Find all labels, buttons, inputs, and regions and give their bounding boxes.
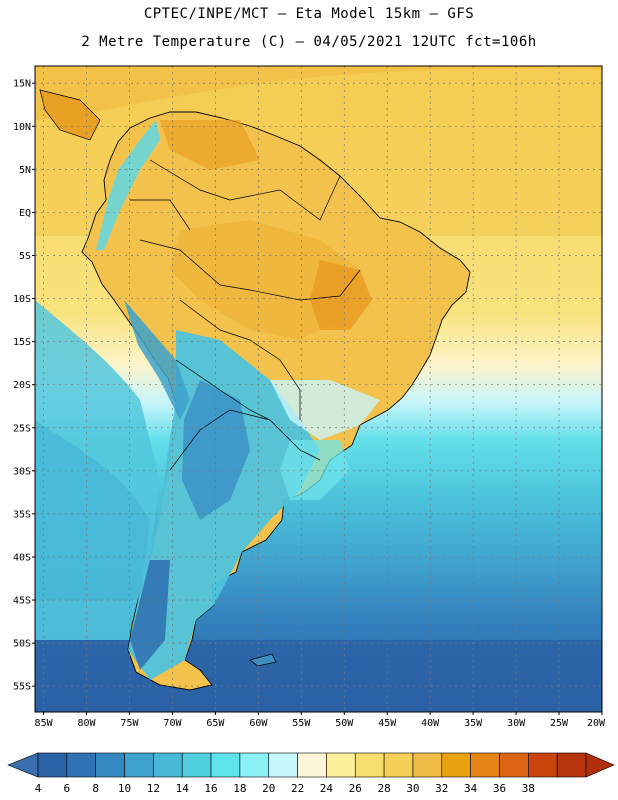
lon-tick-label: 70W xyxy=(163,718,182,729)
andes-cold xyxy=(182,380,250,520)
colorbar-swatch xyxy=(124,752,154,778)
colorbar-label: 26 xyxy=(349,782,362,795)
lat-tick-label: 35S xyxy=(13,509,31,520)
colorbar-label: 20 xyxy=(262,782,275,795)
colorbar-swatch xyxy=(66,752,96,778)
colorbar-swatch xyxy=(326,752,356,778)
lat-tick-label: 40S xyxy=(13,552,31,563)
lon-tick-label: 50W xyxy=(335,718,354,729)
colorbar-swatch xyxy=(37,752,68,778)
lat-tick-label: 15S xyxy=(13,337,31,348)
venezuela-hot xyxy=(160,120,260,170)
lat-tick-label: 15N xyxy=(13,79,31,90)
lon-tick-label: 35W xyxy=(464,718,483,729)
latitude-axis: 15N 10N 5N EQ 5S 10S 15S 20S 25S 30S 35S 40S 45S 50S 5… xyxy=(13,79,35,693)
uruguay-cool xyxy=(280,440,350,500)
lat-tick-label: 45S xyxy=(13,596,31,607)
colorbar-swatch xyxy=(181,752,212,778)
colorbar-label: 6 xyxy=(64,782,71,795)
map-title-line-2: 2 Metre Temperature (C) – 04/05/2021 12U… xyxy=(81,34,537,50)
colorbar-swatch xyxy=(239,752,270,778)
lat-tick-label: 25S xyxy=(13,423,31,434)
colorbar-label: 16 xyxy=(204,782,217,795)
lat-tick-label: 20S xyxy=(13,380,31,391)
lon-tick-label: 80W xyxy=(78,718,97,729)
country-borders xyxy=(130,159,361,471)
colorbar-swatch xyxy=(412,752,443,778)
central-andes xyxy=(124,300,190,420)
colorbar-swatch xyxy=(556,752,587,778)
lon-tick-label: 85W xyxy=(35,718,54,729)
colorbar-swatch xyxy=(499,752,529,778)
southern-brazil-transition xyxy=(270,380,380,440)
lat-tick-label: 5S xyxy=(19,251,31,262)
southern-ocean xyxy=(35,640,602,712)
southern-cone-cool xyxy=(128,330,320,680)
colorbar-label: 32 xyxy=(435,782,448,795)
lon-tick-label: 30W xyxy=(507,718,526,729)
falkland-islands xyxy=(249,653,277,667)
lat-tick-label: EQ xyxy=(19,208,31,219)
colorbar-swatch xyxy=(153,752,183,778)
central-america xyxy=(39,89,101,141)
colorbar-swatch xyxy=(354,752,385,778)
lon-tick-label: 25W xyxy=(550,718,569,729)
lat-tick-label: 10S xyxy=(13,294,31,305)
lon-tick-label: 45W xyxy=(378,718,397,729)
colorbar-low-arrow xyxy=(7,752,39,778)
lon-tick-label: 65W xyxy=(206,718,225,729)
colorbar-swatch xyxy=(297,752,327,778)
patagonia-cold xyxy=(130,560,170,670)
lat-lon-grid xyxy=(35,66,602,712)
colorbar-label: 12 xyxy=(147,782,160,795)
colorbar-swatch xyxy=(95,752,125,778)
lon-tick-label: 40W xyxy=(421,718,440,729)
colorbar-label: 18 xyxy=(233,782,246,795)
colorbar-swatch xyxy=(470,752,500,778)
map-field xyxy=(35,66,602,712)
colorbar-swatch xyxy=(528,752,558,778)
northern-andes xyxy=(96,120,160,250)
map-frame xyxy=(34,65,603,713)
colorbar-label: 10 xyxy=(118,782,131,795)
lon-tick-label: 20W xyxy=(587,718,606,729)
colorbar-swatch xyxy=(383,752,414,778)
lon-tick-label: 60W xyxy=(249,718,268,729)
map-title-line-1: CPTEC/INPE/MCT – Eta Model 15km – GFS xyxy=(143,6,475,22)
colorbar-label: 34 xyxy=(464,782,478,795)
amazon-warm xyxy=(170,220,360,340)
lat-tick-label: 55S xyxy=(13,682,31,693)
temperature-colorbar: 4 6 8 10 12 14 16 18 20 22 24 26 28 30 32 34 36 38 xyxy=(7,752,615,795)
longitude-axis: 85W 80W 75W 70W 65W 60W 55W 50W 45W 40W 35W 30W 25W 2… xyxy=(35,712,606,729)
lat-tick-label: 30S xyxy=(13,466,31,477)
colorbar-label: 8 xyxy=(92,782,99,795)
colorbar-label: 36 xyxy=(493,782,506,795)
lon-tick-label: 55W xyxy=(292,718,311,729)
colorbar-swatch xyxy=(210,752,241,778)
colorbar-label: 4 xyxy=(35,782,42,795)
colorbar-swatch xyxy=(268,752,298,778)
colorbar-label: 14 xyxy=(176,782,190,795)
caribbean-warm xyxy=(35,66,602,120)
colorbar-label: 22 xyxy=(291,782,304,795)
colorbar-swatch xyxy=(441,752,471,778)
lat-tick-label: 5N xyxy=(19,165,31,176)
lat-tick-label: 50S xyxy=(13,639,31,650)
colorbar-label: 24 xyxy=(320,782,334,795)
lat-tick-label: 10N xyxy=(13,122,31,133)
colorbar-label: 28 xyxy=(377,782,390,795)
colorbar-high-arrow xyxy=(585,752,615,778)
colorbar-label: 38 xyxy=(522,782,535,795)
pacific-cold-water xyxy=(35,420,150,600)
colorbar-label: 30 xyxy=(406,782,419,795)
lon-tick-label: 75W xyxy=(120,718,139,729)
